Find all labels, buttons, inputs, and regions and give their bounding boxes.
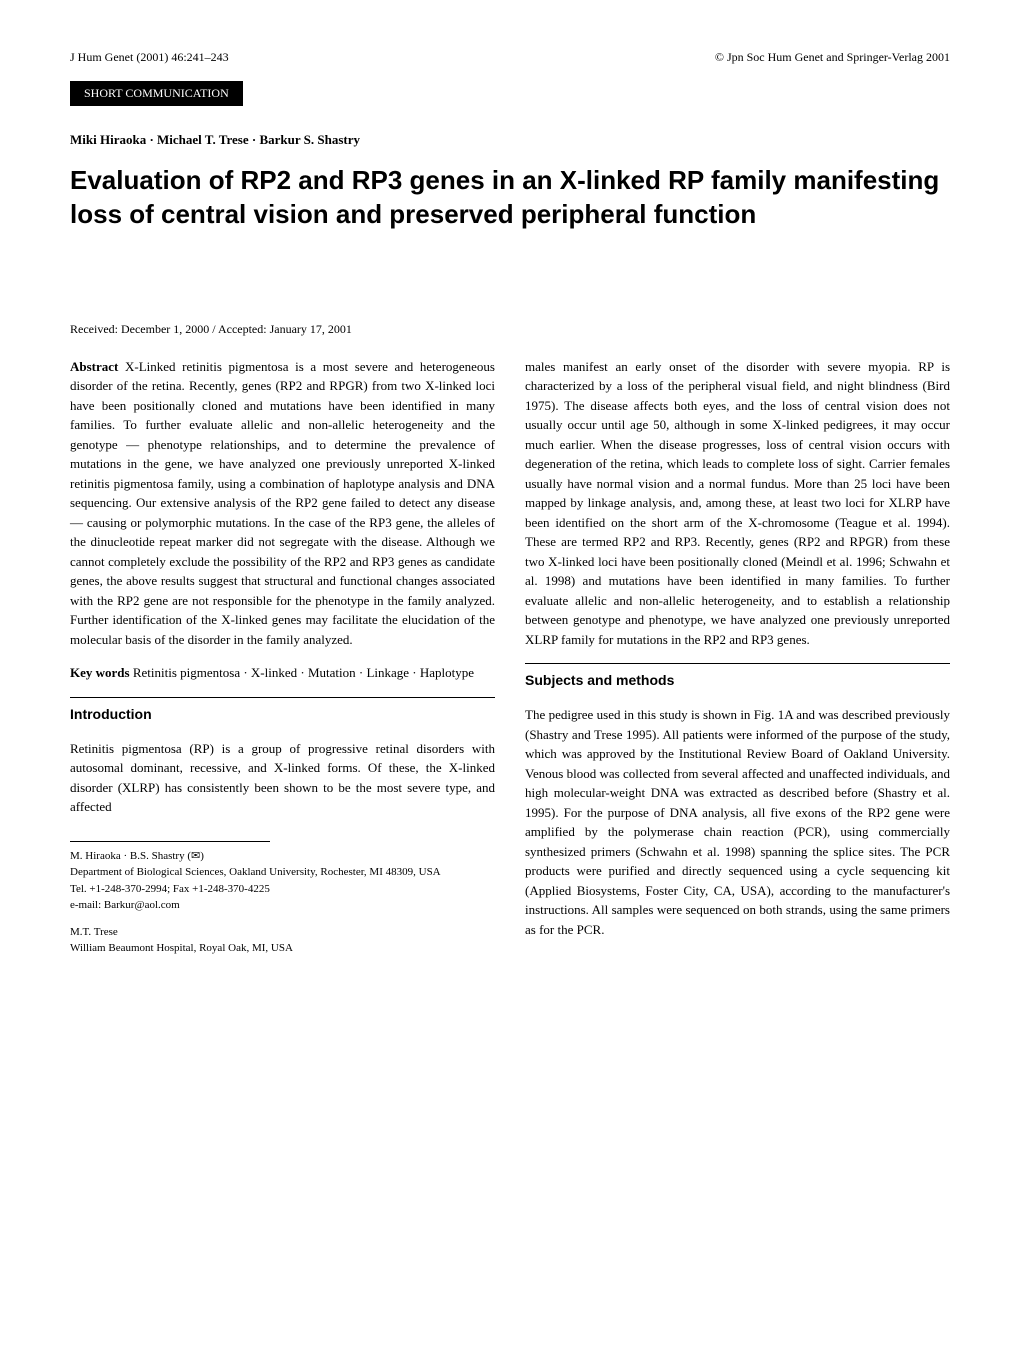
- affiliation-1: M. Hiraoka · B.S. Shastry (✉) Department…: [70, 848, 495, 914]
- introduction-text: Retinitis pigmentosa (RP) is a group of …: [70, 739, 495, 817]
- keywords-label: Key words: [70, 665, 130, 680]
- copyright: © Jpn Soc Hum Genet and Springer-Verlag …: [715, 50, 950, 65]
- affil2-inst: William Beaumont Hospital, Royal Oak, MI…: [70, 942, 293, 954]
- affiliations: M. Hiraoka · B.S. Shastry (✉) Department…: [70, 848, 495, 957]
- abstract-text: X-Linked retinitis pigmentosa is a most …: [70, 359, 495, 647]
- affiliation-2: M.T. Trese William Beaumont Hospital, Ro…: [70, 924, 495, 957]
- received-dates: Received: December 1, 2000 / Accepted: J…: [70, 322, 950, 337]
- authors: Miki Hiraoka · Michael T. Trese · Barkur…: [70, 132, 950, 148]
- left-column: Abstract X-Linked retinitis pigmentosa i…: [70, 357, 495, 967]
- journal-ref: J Hum Genet (2001) 46:241–243: [70, 50, 229, 65]
- two-column-layout: Abstract X-Linked retinitis pigmentosa i…: [70, 357, 950, 967]
- affil1-email: e-mail: Barkur@aol.com: [70, 899, 180, 911]
- col2-para1: males manifest an early onset of the dis…: [525, 357, 950, 650]
- affil1-authors: M. Hiraoka · B.S. Shastry (✉): [70, 850, 204, 862]
- abstract-paragraph: Abstract X-Linked retinitis pigmentosa i…: [70, 357, 495, 650]
- article-title: Evaluation of RP2 and RP3 genes in an X-…: [70, 164, 950, 232]
- subjects-text: The pedigree used in this study is shown…: [525, 705, 950, 939]
- article-type-badge: SHORT COMMUNICATION: [70, 81, 243, 106]
- affil1-contact: Tel. +1-248-370-2994; Fax +1-248-370-422…: [70, 883, 270, 895]
- keywords-text: Retinitis pigmentosa · X-linked · Mutati…: [130, 665, 474, 680]
- subjects-heading: Subjects and methods: [525, 663, 950, 691]
- abstract-label: Abstract: [70, 359, 118, 374]
- affil1-dept: Department of Biological Sciences, Oakla…: [70, 866, 441, 878]
- affiliation-divider: [70, 841, 270, 842]
- introduction-heading: Introduction: [70, 697, 495, 725]
- keywords-paragraph: Key words Retinitis pigmentosa · X-linke…: [70, 663, 495, 683]
- header-row: J Hum Genet (2001) 46:241–243 © Jpn Soc …: [70, 50, 950, 65]
- affil2-author: M.T. Trese: [70, 926, 118, 938]
- right-column: males manifest an early onset of the dis…: [525, 357, 950, 967]
